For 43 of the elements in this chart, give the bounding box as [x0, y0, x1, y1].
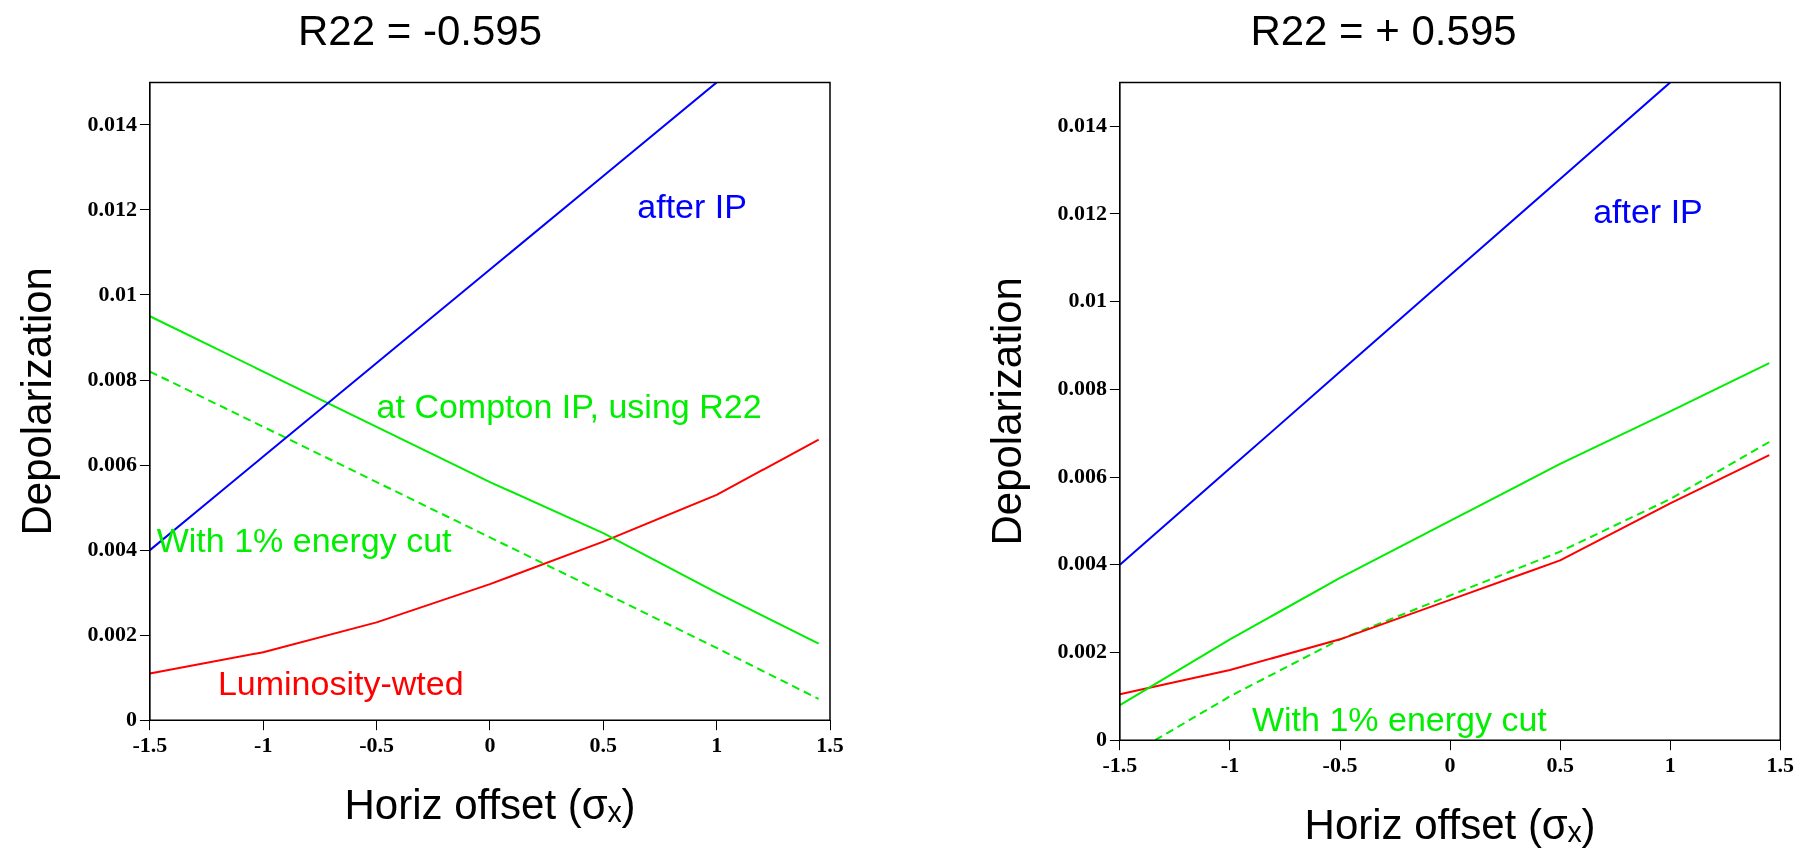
- y-tick-label: 0.002: [1057, 638, 1107, 664]
- y-tick-label: 0.01: [1068, 287, 1107, 313]
- x-tick-label: -1: [254, 732, 273, 758]
- x-tick-label: -0.5: [359, 732, 395, 758]
- x-axis-title: Horiz offset (σₓ): [344, 781, 636, 829]
- x-tick-label: 1: [1664, 752, 1676, 778]
- y-tick-label: 0.012: [1057, 199, 1107, 225]
- x-tick-label: 0: [484, 732, 496, 758]
- series-label: Luminosity-wted: [217, 663, 464, 702]
- y-tick-label: 0.014: [87, 110, 137, 136]
- y-tick-label: 0.012: [87, 195, 137, 221]
- y-tick-label: 0.008: [87, 365, 137, 391]
- series-label: after IP: [1593, 191, 1703, 230]
- line-series: [149, 370, 820, 700]
- y-tick-label: 0.01: [98, 280, 137, 306]
- x-tick-label: 0: [1444, 752, 1456, 778]
- y-tick-label: 0.004: [1057, 550, 1107, 576]
- chart-title: R22 = + 0.595: [1250, 6, 1517, 54]
- x-axis-title: Horiz offset (σₓ): [1304, 801, 1596, 849]
- y-tick-label: 0: [125, 705, 137, 731]
- x-tick-label: 1.5: [816, 732, 844, 758]
- series-label: With 1% energy cut: [156, 521, 453, 560]
- x-tick-label: -0.5: [1322, 752, 1358, 778]
- y-axis-title: Depolarization: [982, 277, 1030, 546]
- y-tick-label: 0.006: [1057, 462, 1107, 488]
- x-tick-label: 1: [711, 732, 723, 758]
- y-tick-label: 0.004: [87, 535, 137, 561]
- y-tick-label: 0.014: [1057, 111, 1107, 137]
- chart-title: R22 = -0.595: [297, 6, 543, 54]
- x-tick-label: 0.5: [589, 732, 618, 758]
- y-axis-title: Depolarization: [12, 267, 60, 536]
- series-label: With 1% energy cut: [1251, 700, 1548, 739]
- x-tick-label: -1.5: [1102, 752, 1138, 778]
- y-tick-label: 0.006: [87, 450, 137, 476]
- series-label: at Compton IP, using R22: [376, 387, 762, 426]
- x-tick-label: -1.5: [132, 732, 168, 758]
- x-tick-label: 1.5: [1766, 752, 1794, 778]
- y-tick-label: 0.002: [87, 620, 137, 646]
- line-series: [1154, 441, 1771, 741]
- y-tick-label: 0.008: [1057, 375, 1107, 401]
- x-tick-label: -1: [1220, 752, 1240, 778]
- series-label: after IP: [637, 187, 747, 226]
- x-tick-label: 0.5: [1546, 752, 1574, 778]
